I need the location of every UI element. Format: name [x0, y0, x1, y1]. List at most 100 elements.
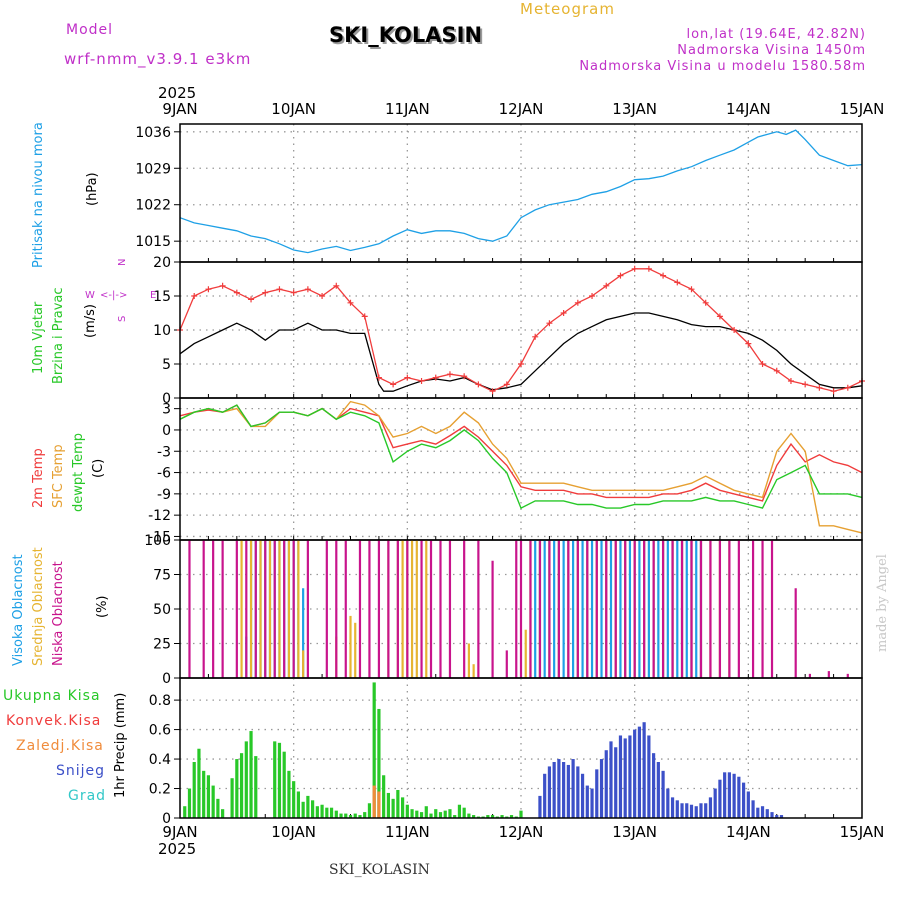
wind-direction-marker: [375, 374, 382, 381]
y-tick-label: 0.8: [149, 693, 171, 709]
precip-bar: [457, 804, 462, 818]
precip-bar: [732, 773, 736, 818]
precip-bar: [306, 795, 310, 818]
precip-bar: [609, 741, 613, 818]
temp-unit: (C): [91, 459, 106, 478]
precip-bar: [642, 722, 646, 818]
wind-direction-marker: [446, 371, 453, 378]
precip-bar: [675, 800, 679, 818]
precip-bar: [628, 735, 632, 818]
x-tick-label-top: 12JAN: [499, 100, 544, 118]
precip-bar: [779, 815, 784, 818]
wind-direction-marker: [404, 374, 411, 381]
wind-direction-marker: [290, 289, 297, 296]
wind-direction-marker: [674, 279, 681, 286]
precip-bar: [367, 803, 372, 818]
wind-direction-marker: [574, 299, 581, 306]
precip-bar: [770, 812, 774, 818]
precip-bar: [348, 815, 353, 818]
precip-ylabel: 1hr Precip (mm): [113, 693, 128, 798]
temp-ylabel-2m: 2m Temp: [31, 448, 46, 508]
precip-bar: [315, 806, 319, 818]
precip-bar: [538, 795, 542, 818]
wind-unit: (m/s): [83, 304, 98, 338]
precip-bar: [685, 803, 689, 818]
cloud-ylabel-high: Visoka Oblacnost: [11, 554, 26, 666]
page-title-shadow: SKI_KOLASIN: [331, 25, 484, 49]
x-tick-label-bottom: 10JAN: [271, 823, 316, 841]
y-tick-label: 1022: [135, 198, 171, 214]
y-tick-label: 100: [144, 533, 171, 549]
precip-bar: [192, 762, 196, 818]
precip-bar: [543, 773, 547, 818]
wind-direction-marker: [461, 373, 468, 380]
x-tick-label-bottom: 15JAN: [840, 823, 885, 841]
pressure-panel: 1015 1022 1029 1036: [135, 123, 863, 263]
x-tick-label-bottom: 14JAN: [726, 823, 771, 841]
precip-bar: [282, 751, 286, 818]
wind-direction-marker: [830, 388, 837, 395]
precip-bar: [372, 682, 376, 818]
precip-bar: [296, 791, 301, 818]
y-tick-label: 0: [162, 391, 171, 407]
x-tick-label-top: 11JAN: [385, 100, 430, 118]
watermark: made by Angel: [875, 554, 890, 652]
precip-bar: [552, 762, 556, 818]
precip-bar: [708, 797, 713, 818]
pressure-unit: (hPa): [85, 172, 100, 206]
precip-bar: [443, 810, 447, 818]
y-tick-label: 0: [162, 671, 171, 687]
pressure-ylabel: Pritisak na nivou mora: [31, 122, 46, 268]
precip-bar: [486, 815, 490, 818]
precip-bar: [334, 810, 338, 818]
precip-bar: [429, 813, 433, 818]
wind-direction-marker: [802, 381, 809, 388]
precip-bar: [287, 770, 291, 818]
precip-bar: [206, 775, 211, 818]
wind-direction-marker: [731, 327, 738, 333]
wind-direction-marker: [390, 381, 397, 388]
compass-w: W: [85, 290, 95, 301]
compass-arrows: <-|->: [100, 290, 127, 301]
year-label-bottom: 2025: [158, 840, 196, 858]
precip-bar: [741, 782, 746, 818]
precip-bar: [448, 809, 452, 818]
precip-bar: [277, 742, 282, 818]
precip-bar: [704, 803, 708, 818]
x-tick-label-top: 13JAN: [612, 100, 657, 118]
precip-bar: [599, 759, 604, 818]
precip-bar: [400, 797, 405, 818]
precip-bar: [756, 807, 760, 818]
compass-n: N: [117, 259, 128, 266]
precip-bar: [694, 806, 698, 818]
temp-ylabel-dew: dewpt Temp: [71, 433, 86, 512]
wind-direction-marker: [589, 293, 596, 299]
wind-direction-legend: W E N S <-|->: [85, 259, 156, 322]
legend-konvek: Konvek.Kisa: [6, 713, 101, 729]
precip-unit: (mm): [113, 693, 128, 728]
precip-bar: [462, 807, 466, 818]
precip-bar: [765, 809, 769, 818]
precip-bar: [590, 788, 594, 818]
precip-bar: [344, 813, 348, 818]
wind-direction-marker: [503, 381, 510, 388]
y-tick-label: 5: [162, 357, 171, 373]
precip-bar: [737, 776, 741, 818]
x-tick-label-top: 10JAN: [271, 100, 316, 118]
precip-bar: [391, 798, 395, 818]
precip-bar: [472, 815, 476, 818]
y-tick-label: 1029: [135, 161, 171, 177]
precip-bar: [580, 773, 585, 818]
y-tick-label: 0: [162, 811, 171, 827]
precip-bar: [618, 735, 623, 818]
wind-direction-marker: [844, 384, 851, 391]
precip-bar: [775, 815, 779, 818]
precip-bar: [557, 759, 561, 818]
precip-bar: [656, 762, 660, 818]
precip-bar: [562, 762, 566, 818]
precip-bar: [434, 809, 438, 818]
wind-direction-marker: [347, 299, 354, 306]
y-tick-label: 0.4: [149, 752, 171, 768]
precip-bar: [239, 753, 244, 818]
